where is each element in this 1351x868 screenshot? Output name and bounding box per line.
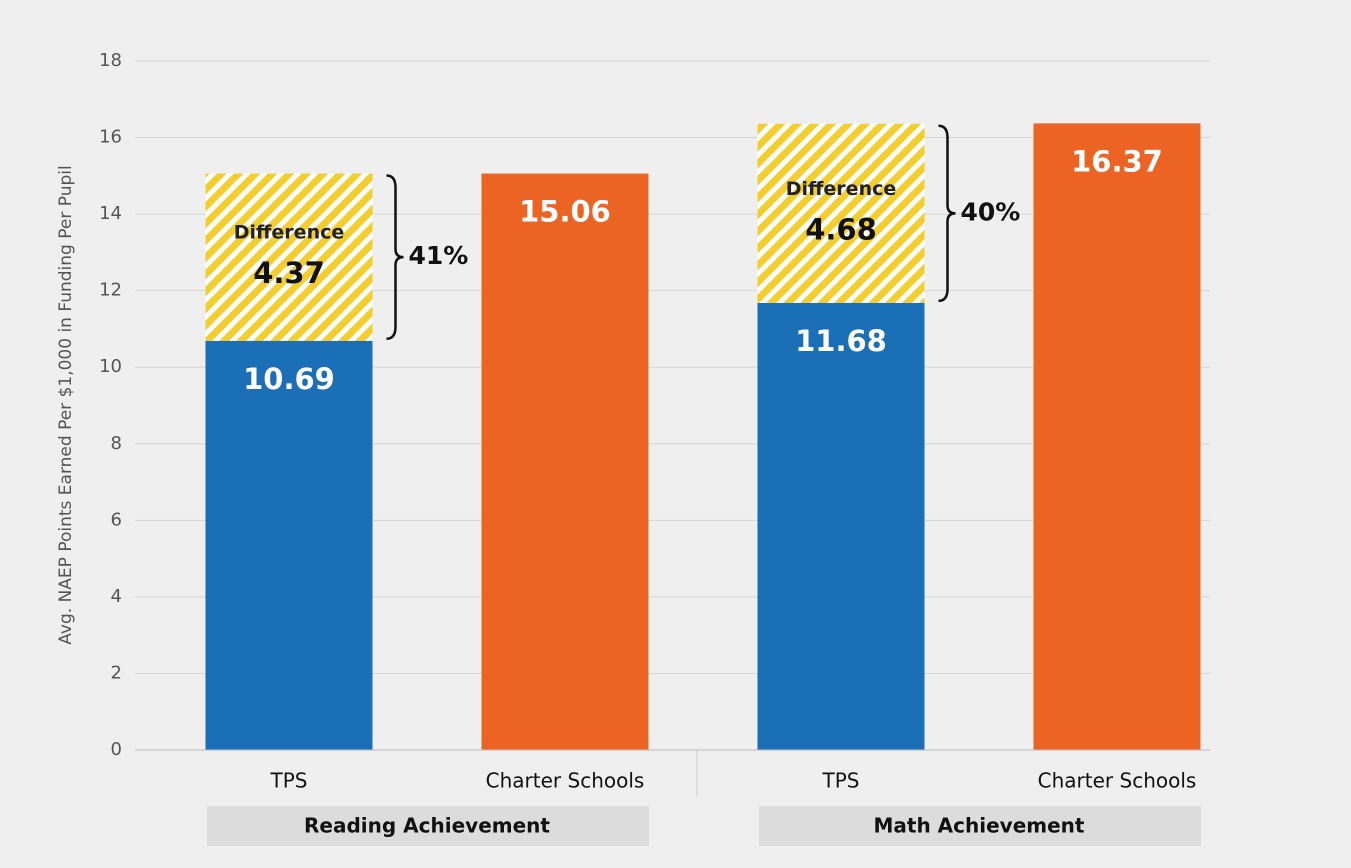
x-tick-label: TPS [270, 769, 308, 793]
y-tick-label: 4 [111, 586, 122, 607]
value-label: 11.68 [795, 324, 887, 358]
y-tick-label: 10 [99, 356, 122, 377]
bracket [938, 124, 956, 303]
bar-segment [1033, 123, 1201, 751]
bracket [386, 174, 404, 341]
y-tick-label: 2 [111, 662, 122, 683]
group-label-box [759, 806, 1201, 846]
group-label: Reading Achievement [304, 814, 550, 838]
y-tick-label: 6 [111, 509, 122, 530]
value-label: 10.69 [243, 362, 335, 396]
group-label: Math Achievement [874, 814, 1085, 838]
x-tick-label: Charter Schools [486, 769, 645, 793]
x-tick-label: Charter Schools [1038, 769, 1197, 793]
y-axis-label: Avg. NAEP Points Earned Per $1,000 in Fu… [56, 165, 76, 644]
segment-name: Difference [786, 178, 897, 200]
y-tick-label: 8 [111, 433, 122, 454]
bar-segment [205, 340, 373, 750]
y-tick-label: 14 [99, 203, 122, 224]
bar-segment [481, 173, 649, 750]
y-tick-label: 16 [99, 127, 122, 148]
annotation: 40% [961, 197, 1021, 226]
bar-segment [757, 302, 925, 750]
y-tick-label: 18 [99, 50, 122, 71]
annotation: 41% [409, 241, 469, 270]
y-tick-label: 12 [99, 280, 122, 301]
segment-name: Difference [234, 222, 345, 244]
x-tick-label: TPS [822, 769, 860, 793]
group-label-box [207, 806, 649, 846]
value-label: 4.68 [805, 212, 877, 246]
y-tick-label: 0 [111, 739, 122, 760]
bar-segment [757, 123, 925, 303]
value-label: 15.06 [519, 195, 611, 229]
value-label: 16.37 [1071, 144, 1163, 178]
bar-segment [205, 173, 373, 341]
value-label: 4.37 [253, 256, 325, 290]
